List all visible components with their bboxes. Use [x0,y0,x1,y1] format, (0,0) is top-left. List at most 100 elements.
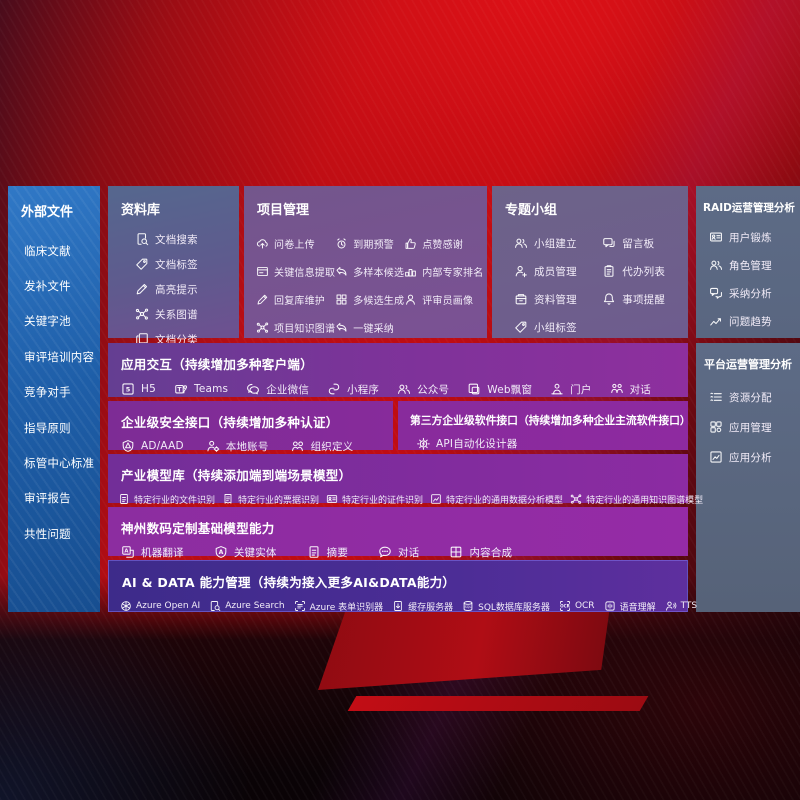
svg-text:OCR: OCR [560,604,571,609]
cache-server-icon [392,600,404,612]
list-item[interactable]: 小组建立 [514,235,602,251]
doc-icon [307,545,321,559]
list-item[interactable]: Web飘窗 [467,381,532,397]
panel-items: 用户锻炼角色管理采纳分析问题趋势 [709,229,800,329]
band-title: 产业模型库（持续添加端到端场景模型） [121,468,352,483]
list-item[interactable]: 小程序 [327,381,379,397]
list-item[interactable]: 到期预警 [335,235,404,251]
list-item[interactable]: 本地账号 [206,438,269,454]
sidebar-item[interactable]: 临床文献 [8,233,100,268]
item-label: 本地账号 [225,440,269,453]
sidebar-item[interactable]: 标管中心标准 [8,445,100,480]
list-item[interactable]: 问卷上传 [256,235,335,251]
sidebar-item[interactable]: 竞争对手 [8,375,100,410]
band-items: Azure Open AI Azure Search Azure 表单识别器 缓存服务… [120,598,697,614]
teams-icon: T [174,382,188,396]
list-item[interactable]: 公众号 [397,381,449,397]
list-item[interactable]: 应用分析 [709,449,800,465]
item-label: 问题趋势 [729,315,772,328]
sidebar-item[interactable]: 审评培训内容 [8,339,100,374]
list-item[interactable]: 组织定义 [291,438,354,454]
list-item[interactable]: 特定行业的证件识别 [326,491,423,507]
list-item[interactable]: Azure Open AI [120,598,200,614]
ocr-icon: OCR [559,600,571,612]
list-item[interactable]: 企业微信 [246,381,309,397]
list-item[interactable]: 点赞感谢 [404,235,483,251]
list-item[interactable]: Azure Search [209,598,285,614]
list-item[interactable]: 多样本候选 [335,263,404,279]
list-item[interactable]: 5 H5 [121,381,156,397]
list-item[interactable]: 文档搜索 [135,231,239,247]
raid-analysis-panel: RAID运营管理分析 用户锻炼 角色管理 采纳分析 问题趋势 [696,186,800,338]
item-label: Web飘窗 [487,383,533,396]
list-item[interactable]: 特定行业的通用数据分析模型 [430,491,563,507]
list-item[interactable]: 特定行业的通用知识图谱模型 [570,491,703,507]
list-item[interactable]: 语音理解 [604,598,656,614]
panel-title: 专题小组 [505,203,558,218]
list-item[interactable]: 角色管理 [709,257,800,273]
item-label: 回复库维护 [274,295,325,307]
list-item[interactable]: A 关键实体 [214,544,277,560]
reply-icon [335,265,348,278]
list-item[interactable]: 多候选生成 [335,291,404,307]
list-item[interactable]: 代办列表 [602,263,684,279]
list-item[interactable]: 回复库维护 [256,291,335,307]
list-item[interactable]: 资源分配 [709,389,800,405]
list-item[interactable]: 应用管理 [709,419,800,435]
list-item[interactable]: A 机器翻译 [121,544,184,560]
list-item[interactable]: TTS [665,598,697,614]
translate-icon: A [121,545,135,559]
list-item[interactable]: Azure 表单识别器 [294,598,383,614]
list-item[interactable]: 一键采纳 [335,319,404,335]
list-item[interactable]: 关键信息提取 [256,263,335,279]
list-item[interactable]: 问题趋势 [709,313,800,329]
item-label: 发补文件 [24,279,71,294]
list-item[interactable]: 项目知识图谱 [256,319,335,335]
api-gear-icon [416,436,430,450]
list-item[interactable]: 对话 [378,544,419,560]
list-item[interactable]: T Teams [174,381,228,397]
list-item[interactable]: 摘要 [307,544,348,560]
sidebar-item[interactable]: 发补文件 [8,268,100,303]
item-label: 用户锻炼 [729,231,772,244]
item-label: 问卷上传 [274,239,315,251]
list-item[interactable]: 高亮提示 [135,281,239,297]
list-item[interactable]: 关系图谱 [135,306,239,322]
trend-icon [709,314,723,328]
item-label: 指导原则 [24,420,71,435]
list-item[interactable]: OCR OCR [559,598,595,614]
list-item[interactable]: 对话 [610,381,651,397]
item-label: 公众号 [417,383,450,396]
list-item[interactable]: SQL SQL数据库服务器 [462,598,550,614]
list-item[interactable]: 特定行业的票据识别 [222,491,319,507]
item-label: 临床文献 [24,243,71,258]
list-item[interactable]: 门户 [550,381,591,397]
list-item[interactable]: 缓存服务器 [392,598,453,614]
item-label: 关键字池 [24,314,71,329]
list-item[interactable]: 留言板 [602,235,684,251]
list-item[interactable]: AD/AAD [121,438,184,454]
people-icon [709,258,723,272]
item-label: 项目知识图谱 [274,323,336,335]
id-card-icon [709,230,723,244]
list-item[interactable]: API自动化设计器 [416,435,517,451]
list-item[interactable]: 内容合成 [449,544,512,560]
list-item[interactable]: 采纳分析 [709,285,800,301]
list-item[interactable]: 文档标签 [135,256,239,272]
ai-data-capability-band: AI & DATA 能力管理（持续为接入更多AI&DATA能力） Azure O… [108,560,697,614]
sidebar-item[interactable]: 共性问题 [8,516,100,551]
sidebar-item[interactable]: 关键字池 [8,304,100,339]
industry-model-band: 产业模型库（持续添加端到端场景模型） 特定行业的文件识别 特定行业的票据识别 特定行… [108,454,703,506]
list-item[interactable]: 评审员画像 [404,291,483,307]
sidebar-item[interactable]: 审评报告 [8,481,100,516]
list-item[interactable]: 内部专家排名 [404,263,483,279]
svg-text:5: 5 [126,386,131,394]
list-item[interactable]: 用户锻炼 [709,229,800,245]
list-item[interactable]: 资料管理 [514,291,602,307]
list-item[interactable]: 特定行业的文件识别 [118,491,215,507]
list-item[interactable]: 事项提醒 [602,291,684,307]
list-item[interactable]: 成员管理 [514,263,602,279]
sql-db-icon: SQL [462,600,474,612]
sidebar-item[interactable]: 指导原则 [8,410,100,445]
list-item[interactable]: 小组标签 [514,319,602,335]
